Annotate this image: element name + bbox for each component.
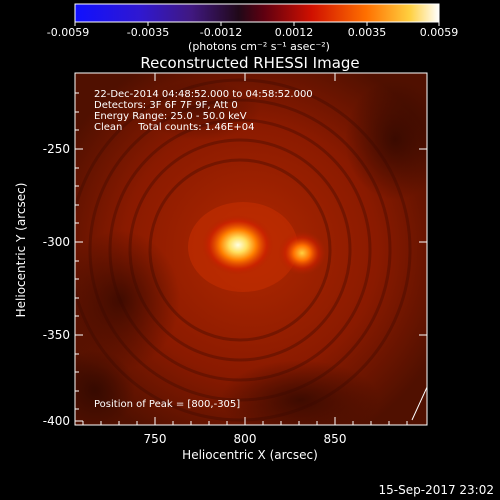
plot-title: Reconstructed RHESSI Image [140,54,359,72]
y-tick-label: -250 [43,142,70,156]
y-tick-label: -350 [43,328,70,342]
colorbar-tick-label: 0.0035 [348,26,387,39]
peak-source-secondary [278,231,326,275]
info-peak-position: Position of Peak = [800,-305] [94,399,240,410]
peak-source-main [202,215,274,275]
y-tick-label: -400 [43,414,70,428]
y-axis-ticks [75,92,427,422]
colorbar-tick-label: -0.0059 [47,26,89,39]
colorbar-ticks [74,22,440,26]
info-clean-counts: Clean Total counts: 1.46E+04 [94,122,254,133]
x-tick-label: 750 [144,432,167,446]
info-time-range: 22-Dec-2014 04:48:52.000 to 04:58:52.000 [94,89,313,100]
colorbar-units: (photons cm⁻² s⁻¹ asec⁻²) [188,40,330,53]
info-energy-range: Energy Range: 25.0 - 50.0 keV [94,111,247,122]
y-tick-label: -300 [43,235,70,249]
x-axis-ticks [82,73,408,425]
colorbar-tick-label: 0.0059 [420,26,459,39]
colorbar-tick-label: -0.0035 [127,26,169,39]
footer-timestamp: 15-Sep-2017 23:02 [379,483,494,497]
info-detectors: Detectors: 3F 6F 7F 9F, Att 0 [94,100,238,111]
rhessi-image [75,73,427,425]
y-axis-label: Heliocentric Y (arcsec) [14,183,28,318]
colorbar [74,3,440,23]
x-axis-label: Heliocentric X (arcsec) [182,448,318,462]
colorbar-tick-label: 0.0012 [275,26,314,39]
x-tick-label: 800 [234,432,257,446]
plot-frame [74,72,428,426]
colorbar-tick-label: -0.0012 [200,26,242,39]
x-tick-label: 850 [324,432,347,446]
